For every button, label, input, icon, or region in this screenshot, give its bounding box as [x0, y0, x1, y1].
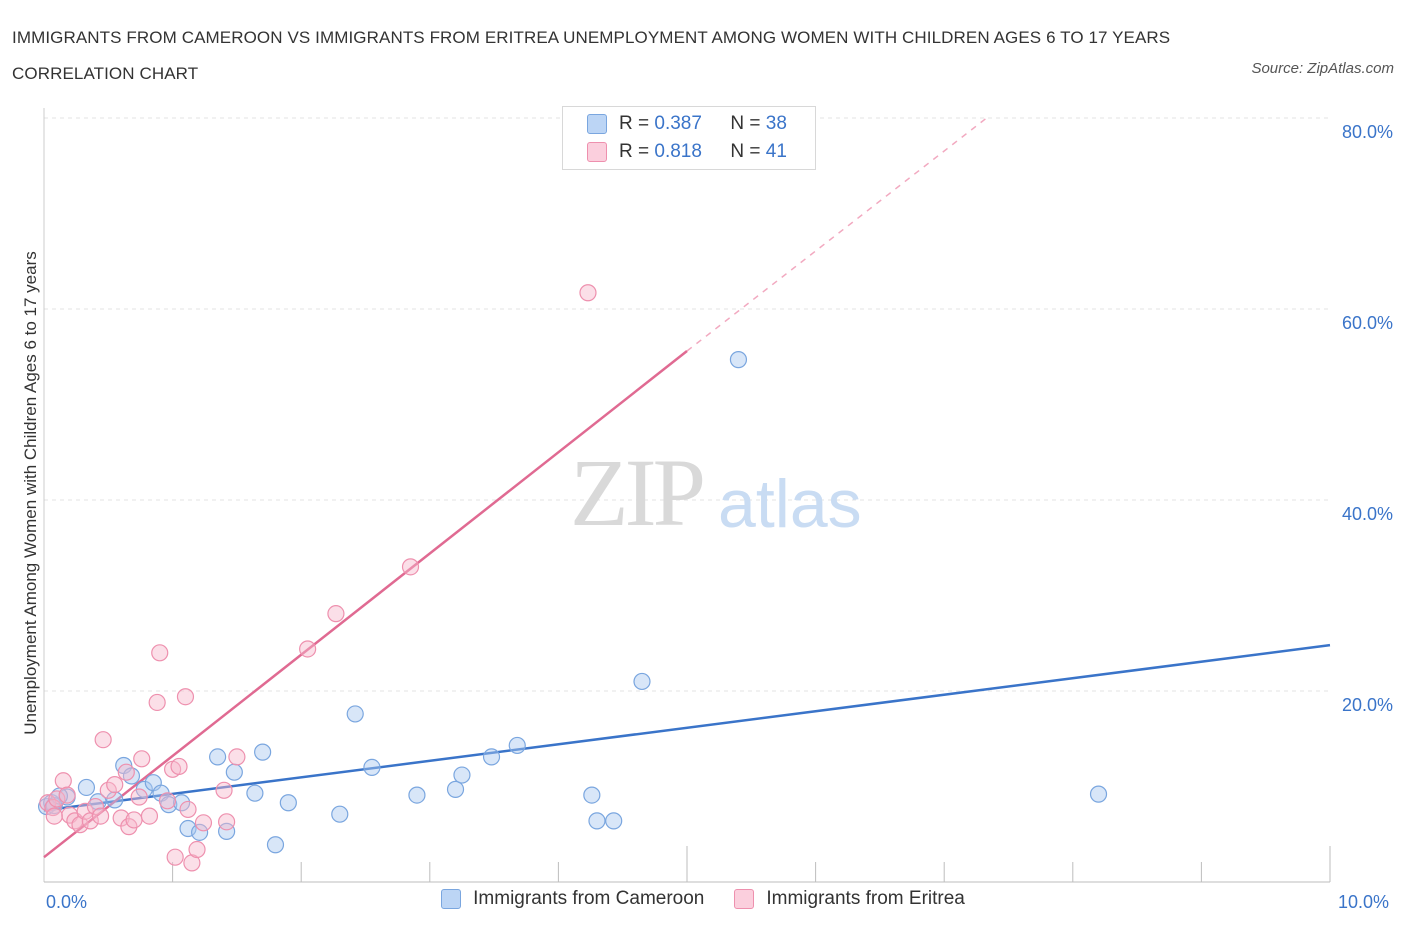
legend-r-label: R = — [619, 113, 650, 134]
cameroon-point — [106, 791, 124, 809]
cameroon-point — [453, 766, 471, 784]
trend-lines — [43, 117, 1331, 859]
correlation-legend: R = 0.387 N = 38 R = 0.818 N = 41 — [562, 106, 816, 170]
eritrea-point — [45, 807, 63, 825]
chart-title: IMMIGRANTS FROM CAMEROON VS IMMIGRANTS F… — [12, 28, 1171, 83]
legend-swatch-cameroon — [441, 889, 462, 909]
eritrea-point — [179, 800, 197, 819]
x-tick-label: 10.0% — [1338, 892, 1389, 912]
eritrea-point — [54, 772, 72, 790]
eritrea-point — [99, 781, 117, 799]
grid-lines — [44, 117, 1330, 692]
legend-n-label: N = — [730, 141, 761, 162]
cameroon-point — [218, 822, 236, 840]
legend-row-eritrea: R = 0.818 N = 41 — [587, 140, 787, 164]
eritrea-point — [158, 792, 177, 810]
eritrea-point — [194, 814, 213, 832]
eritrea-point — [125, 811, 143, 829]
eritrea-point — [76, 802, 94, 820]
eritrea-point — [91, 807, 110, 825]
eritrea-point — [117, 763, 135, 781]
cameroon-point — [246, 784, 264, 802]
cameroon-point — [77, 778, 96, 797]
cameroon-point — [89, 793, 107, 811]
cameroon-point — [173, 794, 191, 812]
y-tick-label: 60.0% — [1342, 313, 1393, 333]
legend-n-label: N = — [730, 113, 761, 134]
cameroon-point — [408, 786, 426, 804]
cameroon-point — [346, 705, 364, 723]
cameroon-point — [266, 836, 285, 854]
eritrea-point — [401, 558, 420, 576]
cameroon-point — [482, 748, 501, 766]
y-tick-label: 80.0% — [1342, 122, 1393, 142]
cameroon-point — [225, 763, 243, 781]
eritrea-point — [148, 693, 166, 712]
cameroon-point — [446, 780, 465, 798]
eritrea-point — [106, 775, 124, 794]
cameroon-point — [729, 351, 748, 369]
source-label: Source: ZipAtlas.com — [1251, 60, 1394, 77]
cameroon-point — [508, 736, 526, 755]
eritrea-point — [166, 848, 184, 866]
eritrea-point — [133, 750, 151, 768]
watermark-atlas: atlas — [718, 466, 862, 542]
y-tick-label: 40.0% — [1342, 504, 1393, 524]
eritrea-point — [44, 798, 62, 817]
eritrea-point — [299, 640, 317, 658]
eritrea-point — [188, 840, 206, 859]
eritrea-point — [170, 757, 188, 776]
eritrea-point — [130, 788, 148, 806]
legend-r-label: R = — [619, 141, 650, 162]
eritrea-point — [48, 790, 66, 808]
legend-n-value-eritrea: 41 — [765, 141, 787, 162]
cameroon-point — [633, 672, 651, 691]
eritrea-point — [94, 731, 112, 749]
axes: 20.0% 40.0% 60.0% 80.0% 0.0% 10.0% — [43, 108, 1393, 912]
cameroon-point — [605, 812, 623, 830]
cameroon-point — [363, 758, 381, 777]
legend-swatch-cameroon — [587, 114, 607, 134]
series-legend: Immigrants from Cameroon Immigrants from… — [0, 888, 1406, 910]
cameroon-point — [583, 786, 601, 804]
watermark-zip: ZIP — [570, 439, 703, 546]
cameroon-point — [279, 794, 297, 812]
eritrea-point — [218, 813, 236, 831]
y-axis-label: Unemployment Among Women with Children A… — [21, 251, 40, 735]
y-tick-label: 20.0% — [1342, 695, 1393, 715]
cameroon-point — [331, 805, 349, 823]
legend-row-cameroon: R = 0.387 N = 38 — [587, 112, 787, 136]
legend-label-cameroon: Immigrants from Cameroon — [473, 888, 705, 909]
eritrea-point — [58, 786, 76, 804]
cameroon-point — [1089, 785, 1108, 803]
legend-swatch-eritrea — [734, 889, 755, 909]
cameroon-point — [209, 748, 227, 766]
cameroon-point — [254, 743, 272, 761]
eritrea-trend-line — [43, 350, 688, 859]
eritrea-trend-extension — [686, 117, 988, 352]
eritrea-point — [151, 644, 169, 662]
eritrea-point — [327, 605, 345, 623]
legend-item-cameroon: Immigrants from Cameroon — [441, 888, 704, 910]
legend-label-eritrea: Immigrants from Eritrea — [766, 888, 965, 909]
legend-r-value-cameroon: 0.387 — [654, 113, 702, 134]
eritrea-point — [228, 748, 246, 766]
eritrea-point — [86, 797, 105, 816]
eritrea-point — [140, 807, 159, 825]
cameroon-point — [588, 812, 606, 830]
cameroon-trend-line — [43, 643, 1331, 812]
legend-n-value-cameroon: 38 — [765, 113, 787, 134]
cameroon-point — [191, 823, 209, 841]
legend-r-value-eritrea: 0.818 — [654, 141, 702, 162]
eritrea-point — [215, 781, 233, 799]
legend-swatch-eritrea — [587, 142, 607, 162]
legend-item-eritrea: Immigrants from Eritrea — [734, 888, 965, 910]
data-points — [37, 284, 1108, 872]
watermark: ZIP atlas — [570, 439, 862, 546]
x-tick-label: 0.0% — [46, 892, 87, 912]
eritrea-point — [176, 688, 195, 706]
eritrea-point — [579, 284, 597, 302]
